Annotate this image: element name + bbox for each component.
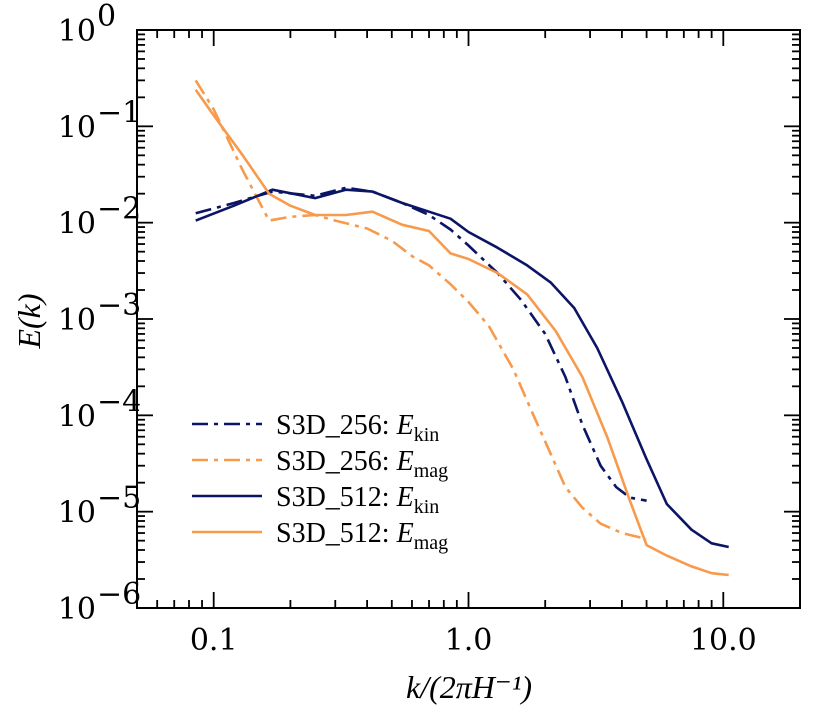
legend-entry: S3D_256: Emag xyxy=(276,446,448,482)
y-tick-exponent: −2 xyxy=(97,192,141,227)
y-tick-label: 10 xyxy=(58,303,96,338)
y-tick-label: 10 xyxy=(58,14,96,49)
y-axis-label: E(k) xyxy=(11,293,47,349)
y-tick-label: 10 xyxy=(58,399,96,434)
legend-entry: S3D_512: Emag xyxy=(276,518,448,554)
y-tick-exponent: −4 xyxy=(97,384,141,419)
axis-ticks xyxy=(136,29,801,609)
x-tick-label: 0.1 xyxy=(190,623,238,658)
y-tick-label: 10 xyxy=(58,110,96,145)
y-tick-label: 10 xyxy=(58,496,96,531)
x-tick-label: 1.0 xyxy=(445,623,493,658)
legend-entry: S3D_256: Ekin xyxy=(276,410,439,446)
y-tick-label: 10 xyxy=(58,592,96,627)
axes-frame xyxy=(136,29,801,609)
plot-frame xyxy=(136,29,801,609)
x-axis-label: k/(2πH⁻¹) xyxy=(406,669,532,705)
y-tick-exponent: 0 xyxy=(97,0,116,34)
legend-entry: S3D_512: Ekin xyxy=(276,482,439,518)
series-line-3 xyxy=(195,188,729,549)
y-tick-exponent: −6 xyxy=(97,577,141,612)
y-tick-exponent: −1 xyxy=(97,95,141,130)
series-line-1 xyxy=(195,186,647,502)
y-tick-label: 10 xyxy=(58,207,96,242)
x-tick-label: 10.0 xyxy=(690,623,757,658)
y-tick-exponent: −3 xyxy=(97,288,141,323)
series-line-2 xyxy=(194,79,647,541)
y-tick-exponent: −5 xyxy=(97,481,141,516)
series-lines xyxy=(194,79,729,577)
series-line-4 xyxy=(194,88,729,577)
